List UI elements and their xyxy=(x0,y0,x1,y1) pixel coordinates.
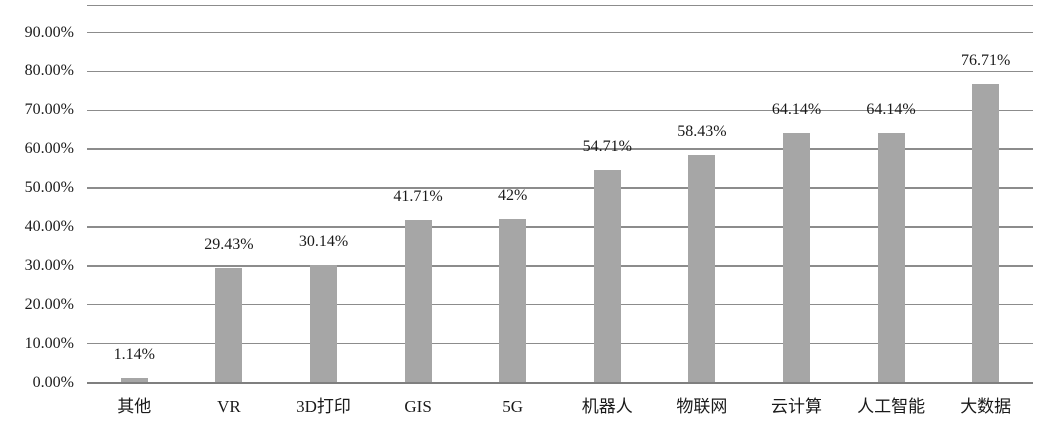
x-axis-category-label: 机器人 xyxy=(581,396,633,416)
plot-top-border xyxy=(87,4,1033,6)
gridline xyxy=(87,148,1033,150)
bar-8 xyxy=(783,133,810,383)
bar-value-label: 41.71% xyxy=(393,188,443,206)
bar-value-label: 42% xyxy=(498,187,528,205)
y-axis-tick-label: 60.00% xyxy=(24,140,74,158)
x-axis-category-label: 大数据 xyxy=(960,396,1012,416)
gridline xyxy=(87,342,1033,345)
bar-2 xyxy=(215,268,243,383)
x-axis-line xyxy=(87,381,1033,384)
y-axis-tick-label: 20.00% xyxy=(24,295,74,313)
gridline xyxy=(87,303,1033,306)
y-axis-tick-label: 30.00% xyxy=(24,256,74,274)
x-axis-category-label: 云计算 xyxy=(771,396,822,416)
x-axis-category-label: 其他 xyxy=(117,396,152,416)
bar-6 xyxy=(593,169,621,383)
bar-value-label: 64.14% xyxy=(771,101,822,119)
gridline xyxy=(87,31,1033,34)
gridline xyxy=(87,265,1033,267)
x-axis-category-label: GIS xyxy=(404,396,432,416)
x-axis-category-label: 3D打印 xyxy=(296,396,351,416)
bar-value-label: 58.43% xyxy=(677,123,727,141)
y-axis-tick-label: 40.00% xyxy=(24,217,74,235)
y-axis-tick-label: 50.00% xyxy=(24,179,74,197)
bar-value-label: 29.43% xyxy=(204,236,254,254)
x-axis-category-label: 物联网 xyxy=(676,396,728,416)
bar-10 xyxy=(972,84,1000,383)
gridline xyxy=(87,109,1033,112)
y-axis-tick-label: 10.00% xyxy=(24,334,74,352)
bar-value-label: 30.14% xyxy=(298,233,349,251)
y-axis-tick-label: 0.00% xyxy=(32,373,74,391)
x-axis-category-label: VR xyxy=(217,396,241,416)
bar-1 xyxy=(120,378,148,383)
bar-value-label: 54.71% xyxy=(582,137,632,155)
bar-9 xyxy=(877,133,905,383)
x-axis-category-label: 人工智能 xyxy=(857,396,926,416)
gridline xyxy=(87,70,1033,73)
bar-4 xyxy=(404,220,432,383)
y-axis-tick-label: 90.00% xyxy=(24,23,74,41)
bar-value-label: 1.14% xyxy=(113,346,155,364)
gridline xyxy=(87,226,1033,228)
bar-3 xyxy=(310,265,337,383)
bar-5 xyxy=(499,219,527,383)
x-axis-category-label: 5G xyxy=(502,396,524,416)
bar-value-label: 64.14% xyxy=(866,101,916,119)
y-axis-tick-label: 80.00% xyxy=(24,62,74,80)
bar-value-label: 76.71% xyxy=(961,52,1011,70)
y-axis-tick-label: 70.00% xyxy=(24,101,74,119)
gridline xyxy=(87,187,1033,189)
bar-7 xyxy=(688,155,716,383)
